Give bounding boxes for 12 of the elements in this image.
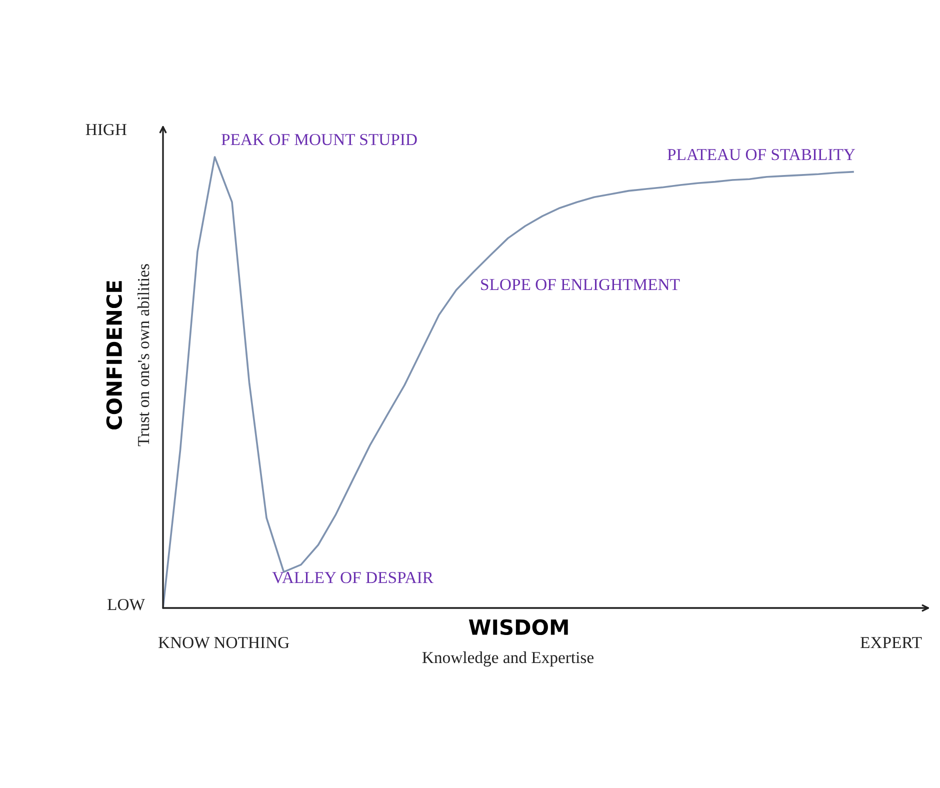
annotation: PLATEAU OF STABILITY bbox=[667, 148, 856, 160]
y-axis-title: CONFIDENCE bbox=[106, 281, 122, 430]
text: LOW bbox=[108, 598, 145, 610]
text: KNOW NOTHING bbox=[158, 636, 290, 648]
annotation: SLOPE OF ENLIGHTMENT bbox=[481, 278, 680, 290]
text: EXPERT bbox=[860, 637, 922, 648]
annotation: VALLEY OF DESPAIR bbox=[272, 572, 434, 584]
text: Trust on one's own abilities bbox=[137, 264, 150, 446]
text: HIGH bbox=[86, 124, 127, 136]
text: PEAK OF MOUNT STUPID bbox=[221, 134, 417, 146]
x-axis-title: WISDOM bbox=[468, 619, 568, 636]
text: Knowledge and Expertise bbox=[422, 651, 594, 667]
